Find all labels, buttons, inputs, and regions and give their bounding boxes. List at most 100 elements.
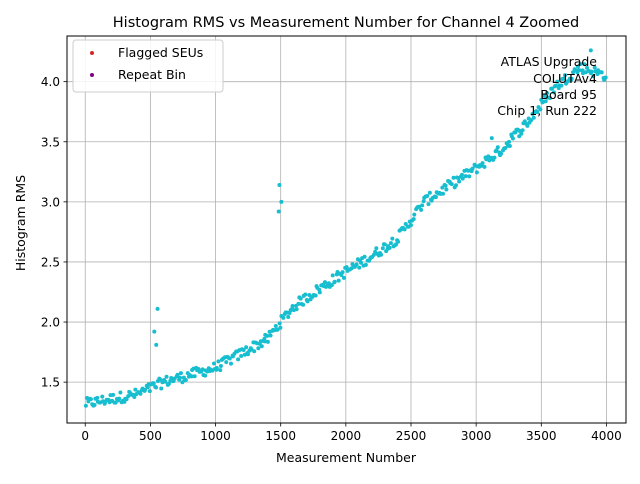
legend-label-flagged-seus: Flagged SEUs — [118, 45, 203, 60]
scatter-point — [239, 354, 244, 359]
scatter-point — [317, 290, 322, 295]
scatter-point — [245, 352, 250, 357]
scatter-point — [440, 191, 445, 196]
scatter-point — [152, 329, 157, 334]
scatter-point — [449, 182, 454, 187]
scatter-point — [259, 344, 264, 349]
scatter-point — [332, 279, 337, 284]
legend-box — [72, 39, 224, 93]
scatter-point — [553, 83, 558, 88]
scatter-point — [412, 212, 417, 217]
scatter-point — [578, 62, 583, 67]
scatter-point — [301, 302, 306, 307]
scatter-point — [379, 252, 384, 257]
scatter-point — [577, 68, 582, 73]
legend-marker-flagged-seus — [90, 51, 94, 55]
scatter-point — [241, 348, 246, 353]
scatter-point — [396, 239, 401, 244]
scatter-point — [277, 183, 282, 188]
scatter-point — [470, 166, 475, 171]
scatter-point — [294, 307, 299, 312]
scatter-point — [402, 227, 407, 232]
scatter-point — [178, 375, 183, 380]
scatter-point — [200, 367, 205, 372]
scatter-point — [359, 260, 364, 265]
x-tick-label: 2000 — [331, 429, 362, 443]
x-tick-label: 2500 — [396, 429, 427, 443]
scatter-point — [296, 301, 301, 306]
scatter-point — [411, 217, 416, 222]
scatter-point — [563, 73, 568, 78]
scatter-point — [419, 207, 424, 212]
scatter-point — [268, 333, 273, 338]
annotation-line-2: COLUTAv4 — [533, 71, 597, 86]
scatter-point — [354, 262, 359, 267]
scatter-point — [340, 270, 345, 275]
scatter-point — [387, 245, 392, 250]
scatter-point — [599, 70, 604, 75]
scatter-point — [519, 131, 524, 136]
x-tick-label: 0 — [81, 429, 89, 443]
scatter-point — [551, 90, 556, 95]
scatter-point — [279, 199, 284, 204]
scatter-point — [326, 281, 331, 286]
x-tick-label: 3000 — [461, 429, 492, 443]
scatter-point — [454, 183, 459, 188]
scatter-point — [341, 275, 346, 280]
scatter-point — [382, 242, 387, 247]
scatter-point — [146, 382, 151, 387]
scatter-point — [494, 148, 499, 153]
x-tick-label: 500 — [139, 429, 162, 443]
scatter-point — [281, 315, 286, 320]
scatter-point — [507, 139, 512, 144]
scatter-point — [256, 346, 261, 351]
scatter-point — [265, 333, 270, 338]
scatter-point — [305, 299, 310, 304]
scatter-point — [211, 361, 216, 366]
scatter-point — [183, 377, 188, 382]
scatter-point — [83, 403, 88, 408]
x-tick-label: 1500 — [265, 429, 296, 443]
scatter-point — [444, 187, 449, 192]
scatter-point — [336, 278, 341, 283]
scatter-point — [118, 390, 123, 395]
scatter-point — [265, 339, 270, 344]
scatter-point — [155, 306, 160, 311]
scatter-point — [427, 190, 432, 195]
scatter-point — [582, 62, 587, 67]
legend: Flagged SEUs Repeat Bin — [72, 39, 224, 93]
scatter-point — [463, 174, 468, 179]
scatter-point — [100, 394, 105, 399]
scatter-point — [390, 236, 395, 241]
scatter-point — [520, 128, 525, 133]
y-tick-label: 2.0 — [41, 316, 60, 330]
scatter-point — [138, 391, 143, 396]
annotation-text: ATLAS Upgrade COLUTAv4 Board 95 Chip 1, … — [497, 54, 597, 118]
scatter-point — [147, 389, 152, 394]
x-axis-ticks: 0 500 1000 1500 2000 2500 3000 3500 4000 — [81, 423, 622, 443]
scatter-point — [276, 209, 281, 214]
scatter-point — [489, 136, 494, 141]
scatter-point — [531, 115, 536, 120]
scatter-point — [451, 175, 456, 180]
scatter-point — [192, 374, 197, 379]
scatter-point — [459, 172, 464, 177]
scatter-point — [535, 110, 540, 115]
scatter-point — [286, 315, 291, 320]
scatter-point — [538, 107, 543, 112]
x-axis-label: Measurement Number — [276, 450, 417, 465]
scatter-point — [303, 292, 308, 297]
scatter-point — [507, 143, 512, 148]
scatter-point — [517, 128, 522, 133]
scatter-point — [548, 95, 553, 100]
scatter-point — [216, 359, 221, 364]
scatter-point — [189, 374, 194, 379]
scatter-point — [561, 76, 566, 81]
scatter-point — [277, 321, 282, 326]
scatter-point — [236, 357, 241, 362]
scatter-point — [228, 361, 233, 366]
scatter-point — [421, 199, 426, 204]
scatter-point — [555, 79, 560, 84]
scatter-point — [543, 99, 548, 104]
scatter-point — [474, 170, 479, 175]
